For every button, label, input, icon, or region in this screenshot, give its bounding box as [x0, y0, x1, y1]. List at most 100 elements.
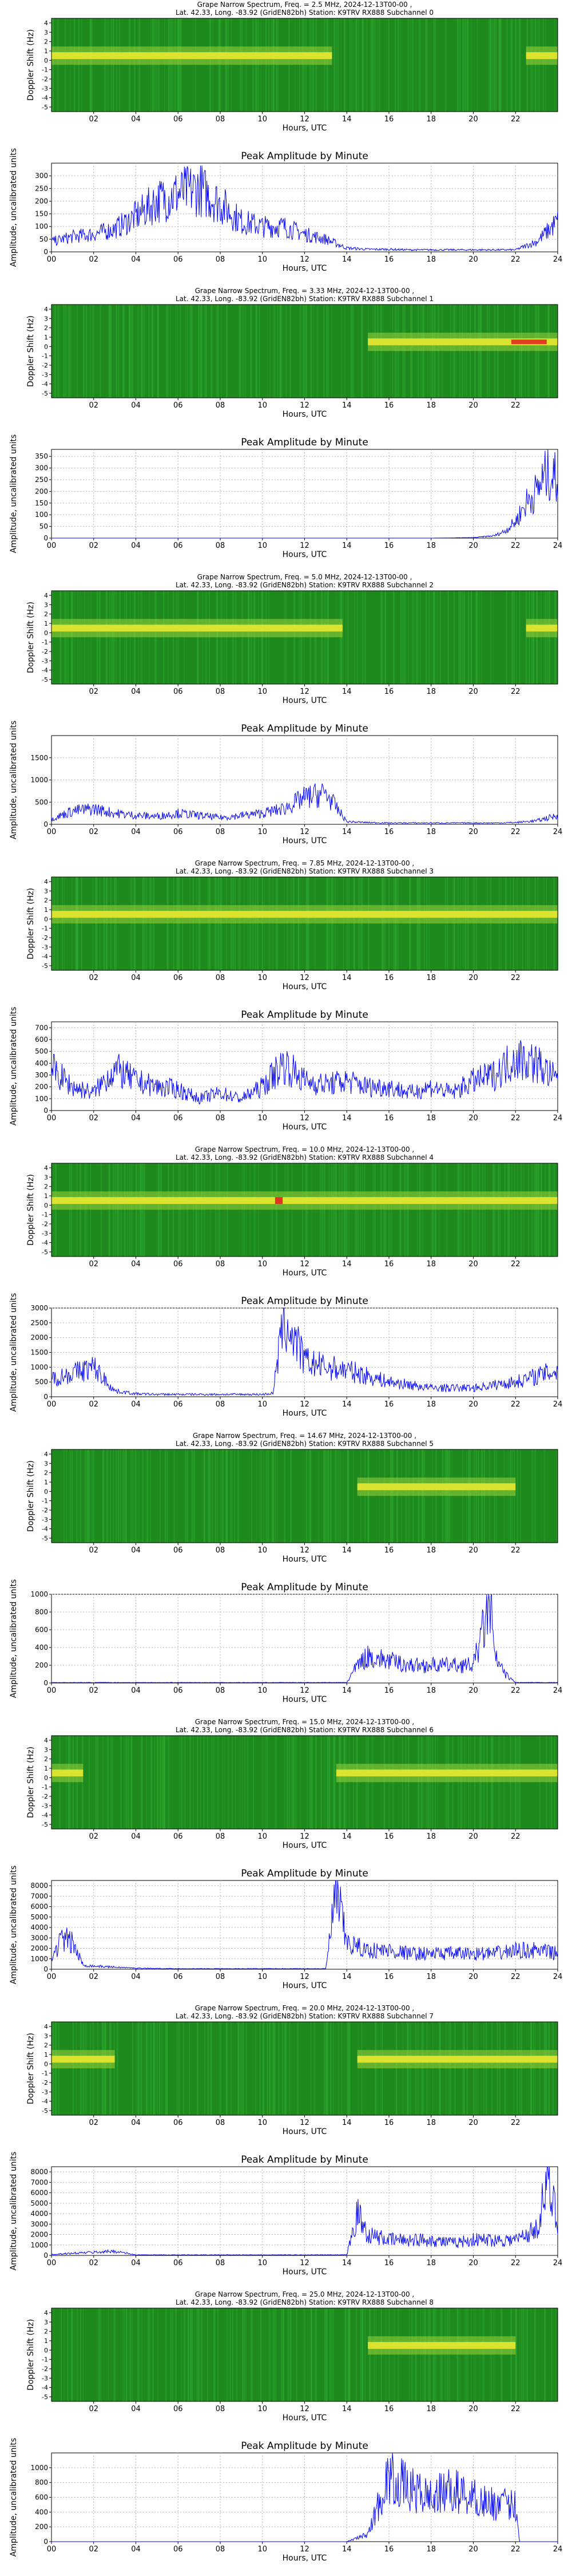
spectrum-streak	[158, 18, 160, 112]
amplitude-ytick-label: 400	[35, 1643, 48, 1652]
amplitude-xtick-label: 18	[426, 542, 436, 550]
spectrum-streak	[417, 305, 419, 398]
spectrum-streak	[235, 1736, 236, 1829]
spectrum-streak	[474, 305, 476, 398]
spectrum-streak	[534, 1163, 535, 1257]
spectrum-xtick-label: 18	[426, 688, 436, 696]
spectrum-streak	[273, 2022, 276, 2115]
spectrum-streak	[411, 305, 412, 398]
amplitude-xtick-label: 24	[553, 1114, 563, 1123]
amplitude-ytick-label: 600	[35, 1036, 48, 1044]
spectrum-streak	[91, 1449, 92, 1543]
spectrum-streak	[214, 1163, 217, 1257]
spectrum-streak	[545, 2308, 546, 2401]
spectrum-streak	[251, 1449, 252, 1543]
spectrum-streak	[248, 591, 250, 684]
spectrum-streak	[157, 1736, 159, 1829]
spectrum-streak	[257, 18, 259, 112]
spectrum-streak	[156, 2022, 158, 2115]
spectrum-streak	[511, 1163, 513, 1257]
spectrum-streak	[458, 1163, 460, 1257]
spectrum-streak	[297, 2022, 299, 2115]
spectrum-streak	[454, 2022, 456, 2115]
spectrum-xtick-label: 06	[173, 1260, 183, 1269]
spectrum-streak	[265, 1449, 268, 1543]
spectrum-streak	[395, 18, 396, 112]
spectrum-streak	[300, 305, 301, 398]
spectrum-streak	[263, 2022, 264, 2115]
spectrum-streak	[180, 305, 181, 398]
spectrum-streak	[79, 1163, 81, 1257]
spectrum-streak	[265, 1736, 267, 1829]
spectrum-streak	[237, 2022, 239, 2115]
spectrum-streak	[474, 877, 475, 970]
spectrum-streak	[150, 1449, 152, 1543]
spectrum-streak	[315, 2308, 317, 2401]
spectrum-signal-band	[526, 625, 558, 632]
spectrum-streak	[458, 591, 460, 684]
spectrum-streak	[203, 1449, 205, 1543]
spectrum-streak	[140, 591, 142, 684]
spectrum-streak	[305, 18, 307, 112]
spectrum-streak	[229, 2308, 231, 2401]
amplitude-xtick-label: 14	[342, 2545, 352, 2554]
spectrum-streak	[467, 18, 469, 112]
spectrum-signal-band	[51, 1197, 558, 1204]
spectrum-streak	[166, 877, 168, 970]
spectrum-streak	[360, 2308, 362, 2401]
spectrum-streak	[166, 2022, 168, 2115]
spectrum-streak	[168, 591, 169, 684]
spectrum-streak	[546, 877, 547, 970]
spectrum-streak	[457, 877, 459, 970]
amplitude-title: Peak Amplitude by Minute	[241, 1295, 368, 1307]
spectrum-streak	[197, 591, 199, 684]
spectrum-streak	[410, 18, 411, 112]
spectrum-streak	[432, 2022, 434, 2115]
spectrum-streak	[419, 877, 420, 970]
spectrum-streak	[51, 877, 54, 970]
spectrum-xlabel: Hours, UTC	[283, 410, 327, 419]
spectrum-streak	[374, 1163, 376, 1257]
spectrum-streak	[360, 1163, 362, 1257]
spectrum-streak	[82, 1736, 84, 1829]
spectrum-streak	[114, 877, 116, 970]
spectrum-streak	[321, 1163, 323, 1257]
spectrum-signal-band	[357, 1483, 516, 1491]
spectrum-streak	[300, 591, 302, 684]
spectrum-signal-band	[51, 2056, 115, 2063]
spectrum-xlabel: Hours, UTC	[283, 124, 327, 133]
amplitude-series-line	[51, 1880, 558, 1970]
spectrum-streak	[86, 305, 88, 398]
amplitude-xtick-label: 14	[342, 2259, 352, 2267]
spectrum-streak	[84, 1163, 86, 1257]
spectrum-streak	[369, 2308, 371, 2401]
amplitude-series-line	[51, 2166, 558, 2256]
spectrum-streak	[409, 877, 411, 970]
spectrum-streak	[349, 18, 351, 112]
spectrum-xtick-label: 16	[384, 974, 394, 982]
amplitude-ytick-label: 2000	[30, 1945, 48, 1953]
spectrum-streak	[488, 18, 490, 112]
spectrum-streak	[447, 877, 448, 970]
spectrum-ytick-label: -2	[42, 362, 48, 369]
spectrum-xtick-label: 22	[511, 401, 521, 410]
spectrum-streak	[82, 2308, 84, 2401]
spectrum-streak	[519, 2308, 521, 2401]
spectrum-streak	[396, 1449, 398, 1543]
spectrum-streak	[357, 18, 360, 112]
spectrum-streak	[76, 2022, 77, 2115]
spectrum-streak	[341, 2022, 343, 2115]
spectrum-streak	[470, 305, 471, 398]
spectrum-streak	[242, 2308, 244, 2401]
spectrum-streak	[506, 18, 507, 112]
spectrum-xlabel: Hours, UTC	[283, 982, 327, 991]
spectrum-streak	[142, 305, 143, 398]
spectrum-streak	[344, 305, 345, 398]
spectrum-streak	[232, 591, 234, 684]
spectrum-xtick-label: 14	[342, 1260, 352, 1269]
spectrum-xtick-label: 02	[89, 115, 98, 124]
amplitude-xtick-label: 02	[89, 1973, 98, 1981]
spectrum-streak	[193, 1449, 195, 1543]
amplitude-xtick-label: 16	[384, 2259, 394, 2267]
